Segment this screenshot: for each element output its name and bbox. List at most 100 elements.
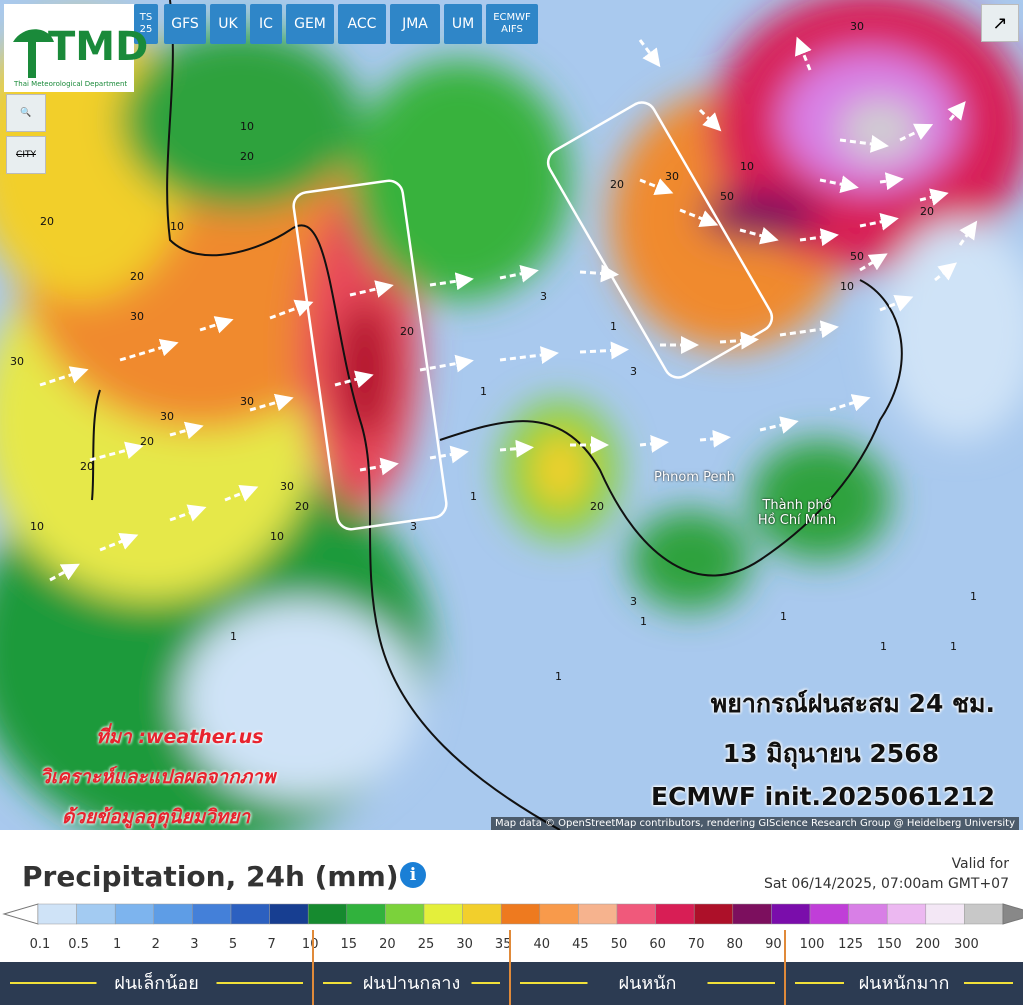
scale-label: 2 — [152, 937, 160, 952]
scale-swatch — [809, 903, 849, 925]
scale-swatch — [616, 903, 656, 925]
contour-label: 30 — [850, 20, 864, 33]
model-button[interactable]: UM — [444, 4, 482, 44]
contour-label: 1 — [610, 320, 617, 333]
model-button[interactable]: ECMWF AIFS — [486, 4, 538, 44]
scale-label: 40 — [534, 937, 551, 952]
scale-label: 0.5 — [68, 937, 89, 952]
contour-label: 1 — [480, 385, 487, 398]
scale-label: 15 — [341, 937, 358, 952]
scale-label: 80 — [727, 937, 744, 952]
model-button[interactable]: GFS — [164, 4, 206, 44]
contour-label: 50 — [720, 190, 734, 203]
scale-label: 100 — [800, 937, 825, 952]
scale-label: 300 — [954, 937, 979, 952]
contour-label: 1 — [780, 610, 787, 623]
scale-label: 7 — [267, 937, 275, 952]
forecast-model: ECMWF init.2025061212 — [651, 782, 995, 811]
model-button[interactable]: UK — [210, 4, 246, 44]
scale-label: 60 — [649, 937, 666, 952]
contour-label: 20 — [590, 500, 604, 513]
scale-swatch — [693, 903, 734, 925]
contour-label: 10 — [270, 530, 284, 543]
scale-label: 70 — [688, 937, 705, 952]
contour-label: 30 — [130, 310, 144, 323]
city-button[interactable]: CITY — [6, 136, 46, 174]
scale-swatch — [192, 903, 232, 925]
contour-label: 10 — [740, 160, 754, 173]
forecast-title: พยากรณ์ฝนสะสม 24 ชม. — [710, 689, 995, 718]
place-label: Thành phố Hồ Chí Minh — [757, 498, 837, 528]
contour-label: 20 — [920, 205, 934, 218]
contour-label: 1 — [950, 640, 957, 653]
map — [0, 0, 1023, 830]
scale-label: 20 — [379, 937, 396, 952]
contour-label: 50 — [850, 250, 864, 263]
scale-swatch — [385, 903, 425, 925]
contour-label: 10 — [170, 220, 184, 233]
scale-swatch — [114, 903, 155, 925]
valid-label: Valid for — [951, 856, 1009, 872]
share-button[interactable]: ↗ — [981, 4, 1019, 42]
model-button[interactable]: TS 25 — [134, 4, 158, 44]
contour-label: 1 — [470, 490, 477, 503]
contour-label: 20 — [295, 500, 309, 513]
legend-title: Precipitation, 24h (mm) — [22, 860, 399, 893]
place-label: Phnom Penh — [654, 470, 735, 485]
scale-end — [2, 903, 39, 925]
contour-label: 1 — [880, 640, 887, 653]
contour-label: 20 — [400, 325, 414, 338]
scale-label: 0.1 — [30, 937, 51, 952]
contour-label: 3 — [540, 290, 547, 303]
model-button[interactable]: JMA — [390, 4, 440, 44]
category-label: ฝนหนักมาก — [859, 973, 950, 994]
contour-label: 30 — [280, 480, 294, 493]
source-line: ด้วยข้อมูลอุตุนิยมวิทยา — [62, 806, 251, 828]
scale-swatch — [423, 903, 463, 925]
model-button[interactable]: IC — [250, 4, 282, 44]
zoom-button[interactable]: 🔍 — [6, 94, 46, 132]
contour-label: 30 — [665, 170, 679, 183]
model-button[interactable]: GEM — [286, 4, 334, 44]
info-icon[interactable]: i — [400, 862, 426, 888]
category-label: ฝนหนัก — [619, 973, 677, 994]
contour-label: 20 — [140, 435, 154, 448]
contour-label: 20 — [130, 270, 144, 283]
scale-swatch — [964, 903, 1004, 925]
source-line: ที่มา :weather.us — [96, 726, 264, 748]
logo-subtitle: Thai Meteorological Department — [14, 80, 128, 88]
contour-label: 3 — [630, 365, 637, 378]
scale-swatch — [886, 903, 927, 925]
scale-swatch — [307, 903, 348, 925]
logo: TMD Thai Meteorological Department — [4, 4, 148, 92]
scale-end — [1002, 903, 1023, 925]
model-button[interactable]: ACC — [338, 4, 386, 44]
scale-label: 10 — [302, 937, 319, 952]
contour-label: 1 — [555, 670, 562, 683]
contour-label: 30 — [160, 410, 174, 423]
contour-label: 1 — [640, 615, 647, 628]
contour-label: 20 — [80, 460, 94, 473]
wind-arrows — [39, 36, 978, 582]
attribution: Map data © OpenStreetMap contributors, r… — [491, 817, 1019, 830]
scale-label: 5 — [229, 937, 237, 952]
contour-label: 30 — [10, 355, 24, 368]
scale-label: 3 — [190, 937, 198, 952]
contour-label: 1 — [970, 590, 977, 603]
logo-title: TMD — [48, 24, 149, 70]
contour-label: 20 — [610, 178, 624, 191]
scale-swatch — [230, 903, 270, 925]
scale-swatch — [655, 903, 695, 925]
legend-scale: 0.1 0.5 1 2 3 5 7 10 15 20 25 30 35 40 45 50 60 70 80 90 100… — [0, 903, 1023, 1005]
contour-label: 1 — [230, 630, 237, 643]
scale-swatch — [346, 903, 386, 925]
scale-label: 200 — [915, 937, 940, 952]
scale-swatch — [578, 903, 618, 925]
coastline — [91, 0, 903, 830]
logo-icon — [13, 29, 54, 78]
scale-swatch — [539, 903, 579, 925]
scale-swatch — [462, 903, 502, 925]
scale-swatch — [76, 903, 116, 925]
category-label: ฝนเล็กน้อย — [114, 971, 199, 994]
